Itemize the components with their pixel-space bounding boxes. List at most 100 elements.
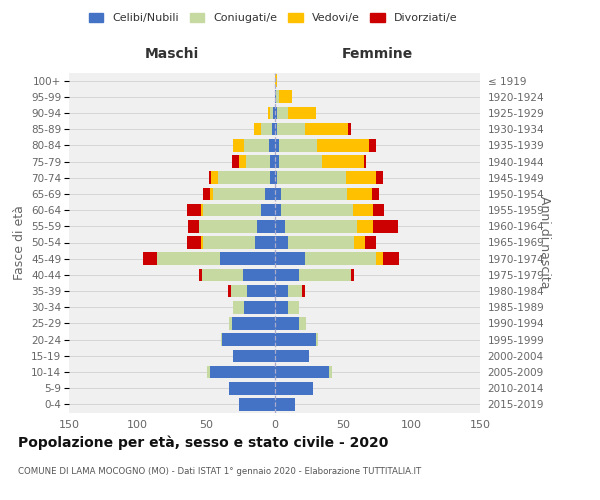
Bar bbox=[246, 155, 271, 168]
Bar bbox=[157, 252, 220, 265]
Bar bbox=[218, 172, 271, 184]
Bar bbox=[316, 334, 319, 346]
Bar bbox=[356, 220, 373, 232]
Bar bbox=[277, 123, 305, 136]
Bar bbox=[329, 366, 332, 378]
Bar bbox=[277, 172, 346, 184]
Bar bbox=[213, 188, 265, 200]
Bar bbox=[199, 220, 257, 232]
Bar bbox=[299, 268, 351, 281]
Bar bbox=[305, 252, 376, 265]
Bar bbox=[354, 236, 365, 249]
Bar bbox=[376, 252, 383, 265]
Bar bbox=[187, 236, 200, 249]
Bar bbox=[278, 155, 322, 168]
Bar bbox=[288, 106, 316, 120]
Bar bbox=[273, 106, 275, 120]
Bar bbox=[299, 317, 306, 330]
Bar bbox=[261, 204, 275, 216]
Bar bbox=[275, 90, 276, 103]
Bar bbox=[188, 220, 199, 232]
Bar bbox=[220, 252, 275, 265]
Bar bbox=[268, 106, 271, 120]
Bar bbox=[223, 334, 275, 346]
Bar bbox=[278, 90, 292, 103]
Bar bbox=[275, 317, 299, 330]
Bar bbox=[275, 268, 299, 281]
Bar bbox=[200, 236, 203, 249]
Bar bbox=[272, 123, 275, 136]
Bar bbox=[376, 172, 383, 184]
Text: COMUNE DI LAMA MOCOGNO (MO) - Dati ISTAT 1° gennaio 2020 - Elaborazione TUTTITAL: COMUNE DI LAMA MOCOGNO (MO) - Dati ISTAT… bbox=[18, 468, 421, 476]
Bar bbox=[247, 285, 275, 298]
Bar bbox=[271, 172, 275, 184]
Bar bbox=[288, 236, 354, 249]
Bar bbox=[288, 301, 299, 314]
Bar bbox=[208, 366, 210, 378]
Bar bbox=[243, 268, 275, 281]
Bar bbox=[305, 123, 349, 136]
Bar bbox=[275, 252, 305, 265]
Bar bbox=[351, 268, 354, 281]
Bar bbox=[347, 188, 372, 200]
Bar bbox=[271, 155, 275, 168]
Bar bbox=[383, 252, 399, 265]
Bar bbox=[256, 236, 275, 249]
Bar bbox=[275, 106, 277, 120]
Bar bbox=[275, 301, 288, 314]
Bar bbox=[349, 123, 351, 136]
Bar bbox=[254, 123, 261, 136]
Bar bbox=[275, 155, 278, 168]
Text: Femmine: Femmine bbox=[341, 47, 413, 61]
Bar bbox=[211, 172, 218, 184]
Bar bbox=[233, 301, 244, 314]
Bar bbox=[143, 252, 157, 265]
Bar bbox=[275, 398, 295, 410]
Bar bbox=[269, 139, 275, 151]
Bar bbox=[275, 382, 313, 394]
Bar bbox=[221, 334, 223, 346]
Bar bbox=[202, 268, 243, 281]
Bar bbox=[210, 366, 275, 378]
Bar bbox=[372, 188, 379, 200]
Bar bbox=[233, 139, 244, 151]
Bar bbox=[275, 172, 277, 184]
Bar bbox=[265, 188, 275, 200]
Bar bbox=[275, 334, 316, 346]
Bar bbox=[239, 398, 275, 410]
Bar bbox=[322, 155, 364, 168]
Bar bbox=[275, 366, 329, 378]
Bar bbox=[232, 317, 275, 330]
Bar bbox=[373, 204, 384, 216]
Bar bbox=[281, 188, 347, 200]
Bar bbox=[261, 123, 272, 136]
Bar bbox=[288, 285, 302, 298]
Bar bbox=[257, 220, 275, 232]
Bar bbox=[229, 317, 232, 330]
Bar bbox=[244, 301, 275, 314]
Y-axis label: Fasce di età: Fasce di età bbox=[13, 205, 26, 280]
Bar bbox=[302, 285, 305, 298]
Bar bbox=[200, 204, 203, 216]
Bar bbox=[275, 74, 277, 87]
Legend: Celibi/Nubili, Coniugati/e, Vedovi/e, Divorziati/e: Celibi/Nubili, Coniugati/e, Vedovi/e, Di… bbox=[84, 8, 462, 28]
Bar bbox=[239, 155, 246, 168]
Bar bbox=[275, 236, 288, 249]
Bar bbox=[203, 204, 261, 216]
Bar bbox=[275, 350, 309, 362]
Bar bbox=[281, 204, 353, 216]
Bar bbox=[203, 188, 210, 200]
Bar bbox=[187, 204, 200, 216]
Bar bbox=[346, 172, 376, 184]
Text: Maschi: Maschi bbox=[145, 47, 199, 61]
Bar bbox=[275, 123, 277, 136]
Y-axis label: Anni di nascita: Anni di nascita bbox=[538, 196, 551, 288]
Bar bbox=[353, 204, 373, 216]
Bar bbox=[228, 285, 230, 298]
Bar bbox=[286, 220, 356, 232]
Bar bbox=[276, 90, 278, 103]
Bar bbox=[317, 139, 369, 151]
Bar bbox=[209, 172, 211, 184]
Bar bbox=[233, 350, 275, 362]
Bar bbox=[210, 188, 213, 200]
